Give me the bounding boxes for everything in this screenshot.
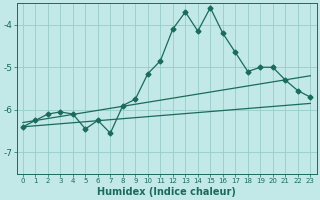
X-axis label: Humidex (Indice chaleur): Humidex (Indice chaleur) — [97, 187, 236, 197]
